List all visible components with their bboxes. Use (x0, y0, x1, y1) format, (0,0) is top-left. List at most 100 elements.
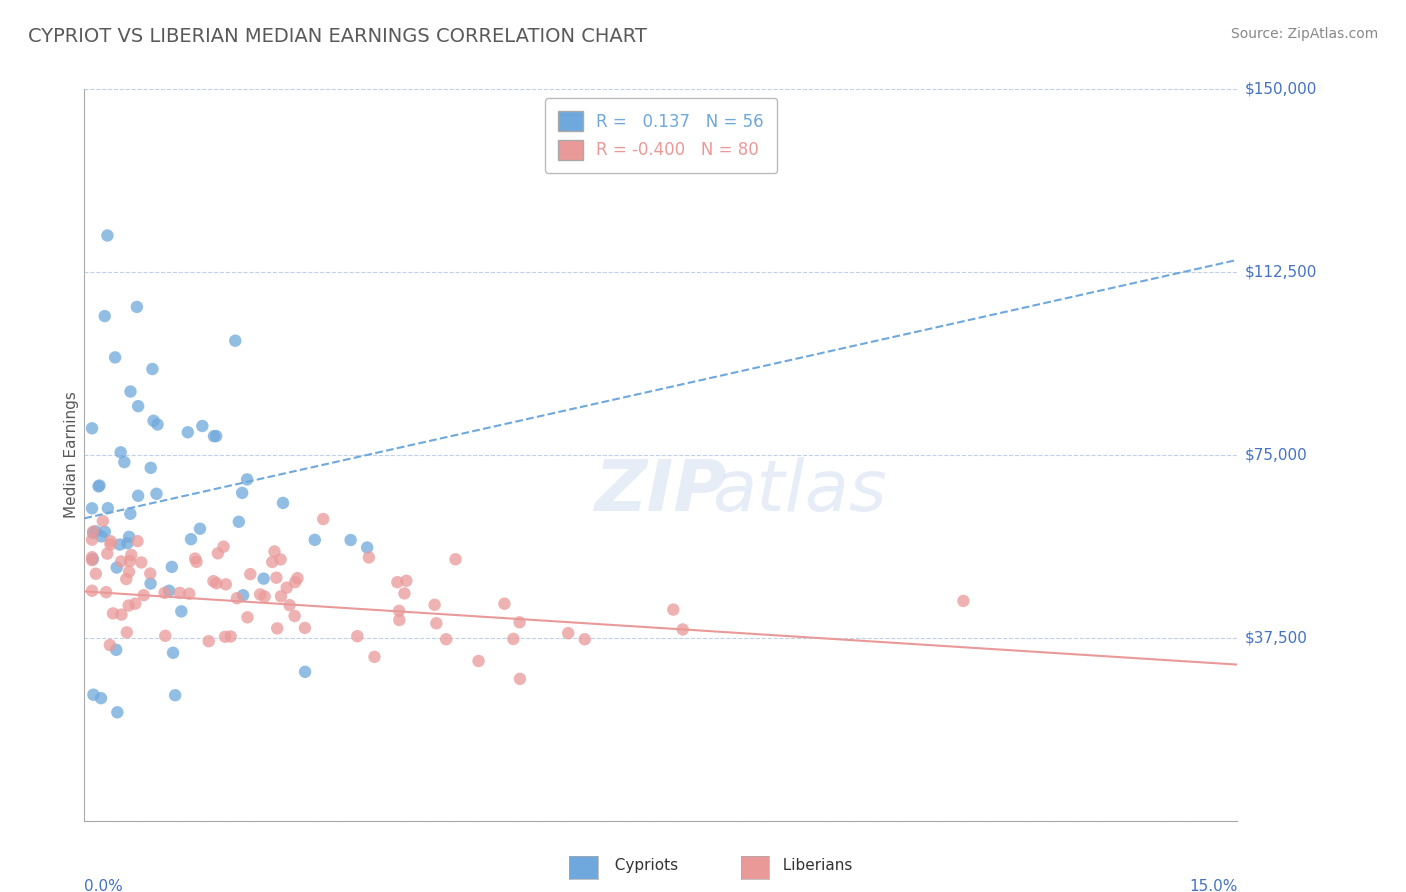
Point (270, 590, 292, 604)
Point (180, 532, 202, 546)
Point (112, 455, 135, 469)
Point (226, 591, 249, 606)
Point (90, 691, 112, 706)
Point (169, 586, 191, 600)
Point (82, 688, 104, 702)
Point (132, 588, 155, 602)
Point (202, 574, 225, 589)
Point (162, 646, 184, 660)
Point (214, 630, 236, 644)
Point (120, 384, 142, 399)
Point (100, 537, 122, 551)
Point (153, 586, 176, 600)
Text: $75,000: $75,000 (1244, 448, 1308, 462)
Point (278, 598, 301, 612)
Point (115, 625, 138, 640)
Point (253, 590, 276, 604)
Point (263, 544, 285, 558)
Point (363, 649, 385, 664)
Point (89, 478, 111, 492)
Point (157, 583, 180, 598)
Text: Median Earnings: Median Earnings (63, 392, 79, 518)
Point (141, 362, 163, 376)
Point (509, 615, 531, 630)
Point (191, 419, 214, 434)
Point (219, 630, 242, 644)
Point (142, 414, 165, 428)
Point (139, 460, 162, 475)
Text: 0.0%: 0.0% (84, 880, 124, 892)
Point (557, 626, 579, 640)
Point (118, 565, 141, 579)
Point (160, 560, 183, 574)
Point (127, 534, 149, 549)
Point (82, 524, 104, 539)
Point (120, 548, 142, 562)
Point (952, 594, 974, 608)
Point (94, 585, 117, 599)
Point (232, 588, 254, 602)
Point (118, 530, 141, 544)
Point (494, 597, 516, 611)
Point (177, 425, 200, 440)
Point (110, 554, 132, 568)
Text: $37,500: $37,500 (1244, 631, 1308, 645)
Point (271, 496, 294, 510)
Text: $112,500: $112,500 (1244, 265, 1317, 279)
Point (346, 629, 368, 643)
Point (155, 629, 177, 643)
Point (202, 429, 225, 443)
Point (425, 616, 447, 631)
Point (80, 583, 103, 598)
Point (239, 567, 262, 582)
Point (388, 613, 411, 627)
Point (205, 576, 228, 591)
Point (231, 486, 253, 500)
Point (139, 576, 162, 591)
Point (90, 529, 112, 543)
Legend: R =   0.137   N = 56, R = -0.400   N = 80: R = 0.137 N = 56, R = -0.400 N = 80 (544, 97, 778, 173)
Text: Cypriots: Cypriots (605, 858, 678, 872)
Point (249, 587, 271, 601)
Point (145, 487, 167, 501)
Point (388, 604, 411, 618)
Point (294, 665, 316, 679)
Point (118, 554, 141, 568)
Point (87, 479, 110, 493)
Point (93, 309, 115, 323)
Point (80, 421, 103, 435)
Point (104, 351, 127, 365)
Point (186, 555, 208, 569)
Point (215, 577, 238, 591)
Point (356, 541, 378, 555)
Point (672, 623, 695, 637)
Point (287, 571, 309, 585)
Text: 15.0%: 15.0% (1189, 880, 1237, 892)
Point (502, 632, 524, 646)
Point (423, 598, 446, 612)
Point (84, 566, 107, 581)
Point (110, 445, 132, 459)
Point (94, 524, 117, 539)
Point (110, 607, 132, 622)
Point (96, 547, 118, 561)
Point (100, 534, 122, 549)
Point (105, 706, 128, 720)
Point (96, 228, 118, 243)
Point (105, 560, 128, 574)
Point (276, 581, 298, 595)
Point (82, 526, 104, 541)
Point (139, 566, 162, 581)
Point (98, 638, 121, 652)
Point (467, 654, 489, 668)
Point (188, 522, 211, 536)
Text: Liberians: Liberians (773, 858, 852, 872)
Point (127, 399, 149, 413)
Text: $150,000: $150,000 (1244, 82, 1317, 96)
Point (270, 552, 292, 566)
Point (387, 575, 409, 590)
Point (444, 552, 467, 566)
Point (357, 550, 380, 565)
Point (108, 537, 131, 551)
Point (284, 609, 307, 624)
